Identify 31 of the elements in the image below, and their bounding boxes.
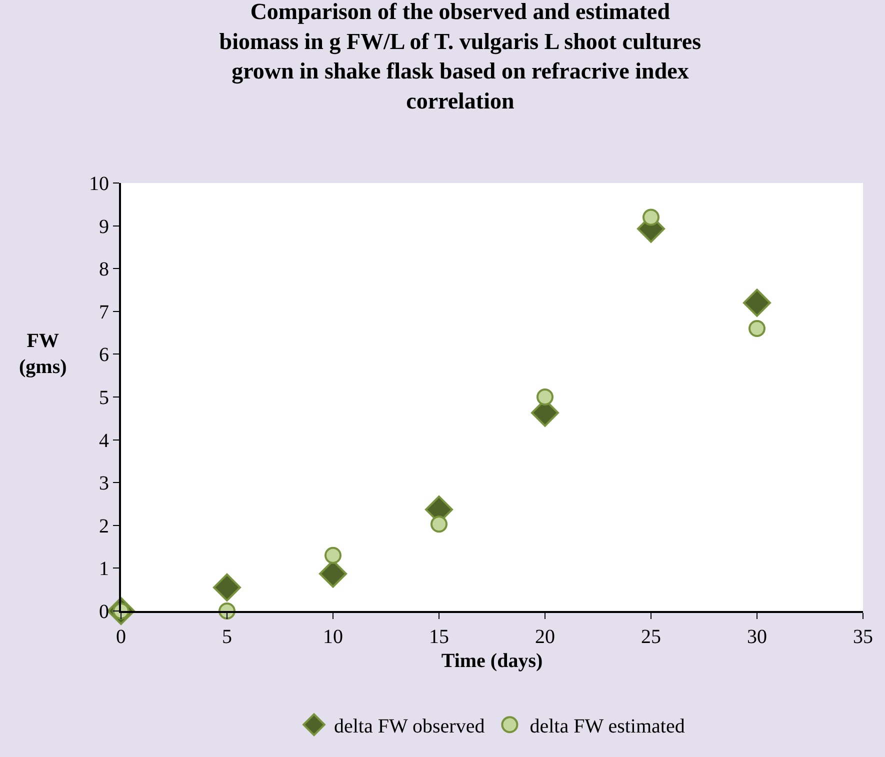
legend-label: delta FW estimated: [530, 715, 685, 738]
y-tick-label: 6: [99, 344, 109, 366]
x-axis-title: Time (days): [441, 650, 543, 672]
point: [748, 320, 766, 338]
x-tick-label: 0: [116, 626, 126, 648]
legend-label: delta FW observed: [334, 715, 485, 738]
point: [536, 388, 554, 406]
point: [324, 546, 342, 564]
y-tick-label: 5: [99, 387, 109, 409]
x-tick-label: 5: [222, 626, 232, 648]
y-tick-label: 2: [99, 515, 109, 538]
y-tick-label: 0: [99, 601, 109, 623]
y-tick-label: 9: [99, 216, 109, 238]
x-tick-label: 35: [853, 626, 873, 648]
point: [642, 208, 660, 226]
y-tick-label: 10: [89, 173, 109, 195]
x-tick-label: 15: [429, 626, 449, 648]
y-tick-label: 4: [99, 430, 109, 452]
chart-title: Comparison of the observed and estimated biomass in g FW/L of T. vulgaris L shoot cultures grown in shake flask based on refracrive index correlation: [219, 0, 702, 114]
point: [743, 288, 771, 317]
x-tick-label: 30: [747, 626, 767, 648]
y-tick-label: 7: [99, 301, 109, 324]
x-tick-label: 10: [323, 626, 343, 648]
point: [213, 573, 241, 602]
x-tick-label: 25: [641, 626, 661, 648]
y-tick-label: 3: [99, 472, 109, 495]
point: [430, 516, 448, 533]
y-tick-label: 1: [99, 558, 109, 580]
x-tick-label: 20: [535, 626, 555, 648]
y-axis-title: FW (gms): [19, 330, 67, 378]
y-tick-label: 8: [99, 258, 109, 281]
